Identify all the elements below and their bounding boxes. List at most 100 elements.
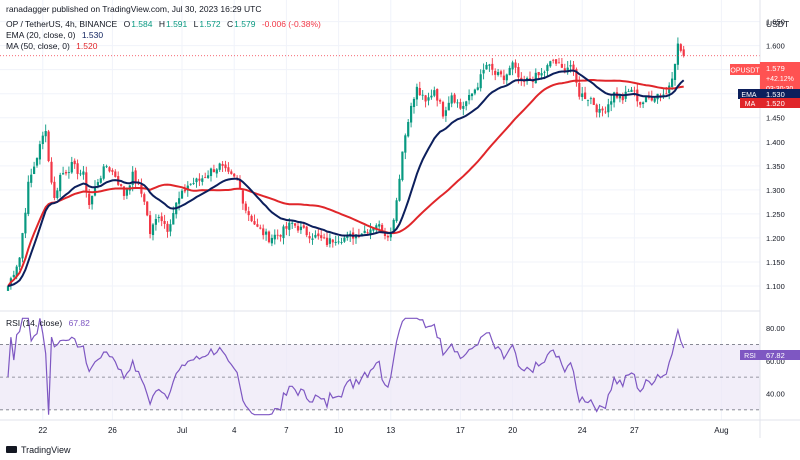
candle <box>531 76 534 89</box>
candle-body <box>70 162 73 173</box>
candle <box>537 71 540 80</box>
candle <box>166 221 169 238</box>
price-axis[interactable]: 1.6501.6001.5501.5001.4501.4001.3501.300… <box>766 18 785 291</box>
candle <box>105 164 108 169</box>
candle <box>218 162 221 172</box>
svg-text:OPUSDT: OPUSDT <box>730 68 760 75</box>
candle <box>33 161 36 175</box>
candle-body <box>311 238 314 240</box>
candle <box>131 166 134 192</box>
candle <box>238 175 242 190</box>
candle <box>189 183 192 186</box>
candle-body <box>604 111 607 113</box>
time-tick-label: 26 <box>108 426 117 435</box>
candle-body <box>607 104 610 113</box>
candle-body <box>137 183 140 185</box>
candle-body <box>560 63 563 68</box>
candle <box>143 192 146 205</box>
candle-body <box>91 195 94 205</box>
candle-body <box>343 237 346 242</box>
candle-body <box>259 227 262 229</box>
candle-body <box>114 171 117 177</box>
candle <box>436 88 439 107</box>
candle-body <box>494 70 497 75</box>
tradingview-logo[interactable]: TradingView <box>6 445 71 455</box>
candle <box>279 234 282 242</box>
candle-body <box>267 231 271 243</box>
candle <box>668 82 671 100</box>
candle <box>566 61 569 75</box>
candle-body <box>514 62 517 68</box>
candle <box>549 60 552 68</box>
candle <box>465 100 468 111</box>
candle <box>160 212 163 227</box>
candle <box>273 229 276 245</box>
candle <box>404 133 407 160</box>
time-tick-label: 10 <box>334 426 343 435</box>
candle-body <box>108 167 111 172</box>
ema-legend[interactable]: EMA (20, close, 0) 1.530 <box>6 30 103 40</box>
candle-body <box>647 97 650 98</box>
candle <box>250 214 253 223</box>
candle <box>482 63 485 80</box>
candle <box>296 221 300 233</box>
candle-body <box>476 87 479 90</box>
candle-body <box>575 69 578 83</box>
candle-body <box>64 172 68 174</box>
candle <box>444 106 447 122</box>
price-tag-pct: +42.12% <box>766 76 794 83</box>
candle-body <box>262 228 265 236</box>
time-tick-label: 7 <box>284 426 289 435</box>
candle-body <box>41 135 44 145</box>
candle <box>73 158 76 169</box>
rsi-band-lines <box>0 344 760 411</box>
candle-body <box>151 224 155 236</box>
time-tick-label: Jul <box>177 426 187 435</box>
candle <box>630 86 633 93</box>
candle-body <box>183 189 186 192</box>
candle-body <box>439 100 442 102</box>
candle-body <box>650 96 653 101</box>
candle <box>584 86 587 100</box>
ma-legend[interactable]: MA (50, close, 0) 1.520 <box>6 41 98 51</box>
price-tick-label: 1.350 <box>766 162 785 171</box>
time-tick-label: Aug <box>714 426 728 435</box>
candle-body <box>581 93 584 98</box>
candle <box>473 88 476 96</box>
candle <box>227 162 230 175</box>
candle-body <box>325 237 329 246</box>
candle <box>233 173 236 178</box>
price-tick-label: 1.100 <box>766 282 785 291</box>
candle-body <box>233 173 236 177</box>
candle <box>195 177 198 188</box>
time-axis[interactable]: 22 26 Jul 4 7 10 13 17 20 24 27 Aug <box>38 426 728 435</box>
candle-body <box>421 94 424 96</box>
candle-body <box>273 234 276 240</box>
candle <box>128 184 131 195</box>
candle <box>386 234 389 242</box>
svg-text:MA: MA <box>745 101 756 108</box>
candle-body <box>555 59 558 64</box>
candle-body <box>96 182 99 186</box>
candle-body <box>35 158 39 166</box>
candle-body <box>308 236 311 239</box>
candle-body <box>163 220 166 224</box>
tradingview-logo-icon <box>6 446 17 453</box>
candle <box>149 210 152 239</box>
candle-body <box>120 184 123 186</box>
candle-body <box>317 233 320 237</box>
symbol-legend[interactable]: OP / TetherUS, 4h, BINANCE O1.584 H1.591… <box>6 19 321 29</box>
candle <box>241 188 244 210</box>
publisher-text: ranadagger published on TradingView.com,… <box>6 4 261 14</box>
rsi-axis[interactable]: 80.00 60.00 40.00 <box>766 324 785 398</box>
rsi-legend[interactable]: RSI (14, close) 67.82 <box>6 318 90 328</box>
candle-body <box>227 167 230 172</box>
candle <box>494 68 497 81</box>
candle <box>175 202 178 219</box>
candle <box>511 60 514 76</box>
candle <box>439 98 442 104</box>
candle-body <box>398 178 401 201</box>
candle <box>546 63 549 78</box>
candle <box>505 73 508 86</box>
